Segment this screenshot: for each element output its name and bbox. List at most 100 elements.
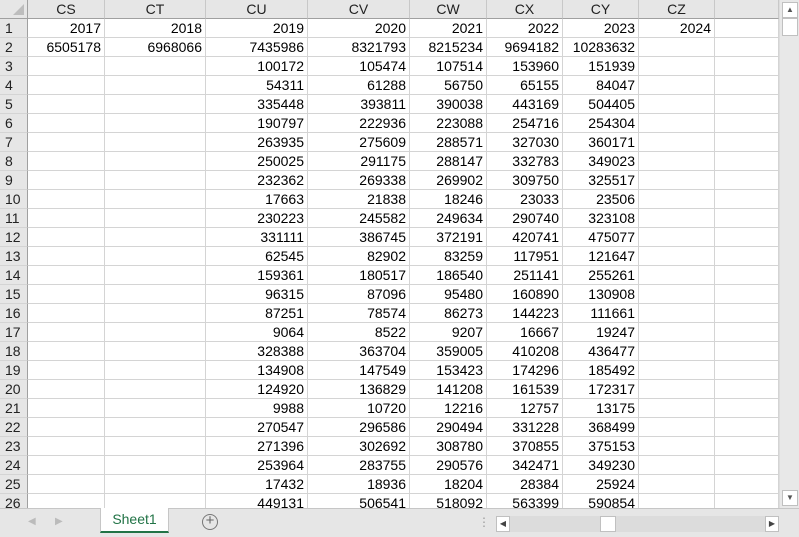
cell[interactable] <box>105 190 206 209</box>
cell[interactable]: 21838 <box>308 190 410 209</box>
cell[interactable] <box>28 114 105 133</box>
cell[interactable]: 105474 <box>308 57 410 76</box>
cell[interactable] <box>639 399 715 418</box>
cell[interactable]: 23506 <box>563 190 639 209</box>
cell[interactable]: 9207 <box>410 323 487 342</box>
cell[interactable]: 8522 <box>308 323 410 342</box>
cell[interactable] <box>715 266 779 285</box>
cell[interactable] <box>639 494 715 508</box>
cell[interactable] <box>639 190 715 209</box>
column-header-next[interactable] <box>715 0 779 19</box>
row-header[interactable]: 4 <box>0 76 28 95</box>
row-header[interactable]: 25 <box>0 475 28 494</box>
cell[interactable] <box>639 437 715 456</box>
splitter-handle-icon[interactable]: ⋮ <box>478 515 490 529</box>
cell[interactable]: 159361 <box>206 266 308 285</box>
cell[interactable]: 12757 <box>487 399 563 418</box>
cell[interactable]: 370855 <box>487 437 563 456</box>
scroll-down-icon[interactable]: ▼ <box>782 490 798 506</box>
cell[interactable]: 254716 <box>487 114 563 133</box>
cell[interactable]: 13175 <box>563 399 639 418</box>
cell[interactable]: 151939 <box>563 57 639 76</box>
cell[interactable]: 174296 <box>487 361 563 380</box>
row-header[interactable]: 5 <box>0 95 28 114</box>
cell[interactable] <box>715 285 779 304</box>
cell[interactable] <box>715 209 779 228</box>
cell[interactable]: 190797 <box>206 114 308 133</box>
cell[interactable]: 506541 <box>308 494 410 508</box>
cell[interactable]: 288571 <box>410 133 487 152</box>
cell[interactable]: 82902 <box>308 247 410 266</box>
cell[interactable]: 10283632 <box>563 38 639 57</box>
cell[interactable] <box>639 76 715 95</box>
cell[interactable] <box>105 152 206 171</box>
cell[interactable]: 84047 <box>563 76 639 95</box>
cell[interactable]: 390038 <box>410 95 487 114</box>
cell[interactable] <box>28 437 105 456</box>
cell[interactable] <box>28 76 105 95</box>
cell[interactable] <box>715 152 779 171</box>
cell[interactable]: 96315 <box>206 285 308 304</box>
cell[interactable]: 359005 <box>410 342 487 361</box>
cell[interactable] <box>715 456 779 475</box>
cell[interactable]: 332783 <box>487 152 563 171</box>
cell[interactable]: 283755 <box>308 456 410 475</box>
cell[interactable]: 153423 <box>410 361 487 380</box>
cell[interactable]: 117951 <box>487 247 563 266</box>
cell[interactable] <box>28 399 105 418</box>
cell[interactable]: 130908 <box>563 285 639 304</box>
cell[interactable] <box>28 190 105 209</box>
cell[interactable] <box>105 361 206 380</box>
cell[interactable] <box>28 494 105 508</box>
column-header-cz[interactable]: CZ <box>639 0 715 19</box>
cell[interactable]: 420741 <box>487 228 563 247</box>
cell[interactable]: 147549 <box>308 361 410 380</box>
cell[interactable]: 180517 <box>308 266 410 285</box>
row-header[interactable]: 17 <box>0 323 28 342</box>
cell[interactable] <box>105 133 206 152</box>
cell[interactable] <box>28 247 105 266</box>
row-header[interactable]: 10 <box>0 190 28 209</box>
row-header[interactable]: 2 <box>0 38 28 57</box>
cell[interactable]: 160890 <box>487 285 563 304</box>
cell[interactable] <box>105 266 206 285</box>
cell[interactable]: 269902 <box>410 171 487 190</box>
cell[interactable]: 86273 <box>410 304 487 323</box>
cell[interactable]: 290576 <box>410 456 487 475</box>
cell[interactable] <box>28 418 105 437</box>
cell[interactable]: 232362 <box>206 171 308 190</box>
cell[interactable]: 331228 <box>487 418 563 437</box>
cell[interactable]: 9064 <box>206 323 308 342</box>
cell[interactable] <box>715 494 779 508</box>
cell[interactable] <box>28 361 105 380</box>
row-header[interactable]: 22 <box>0 418 28 437</box>
cell[interactable] <box>639 361 715 380</box>
cell[interactable] <box>639 456 715 475</box>
cell[interactable] <box>28 228 105 247</box>
cell[interactable] <box>28 171 105 190</box>
cell[interactable] <box>715 418 779 437</box>
cell[interactable]: 107514 <box>410 57 487 76</box>
cell[interactable]: 19247 <box>563 323 639 342</box>
cell[interactable] <box>105 76 206 95</box>
plus-circle-icon[interactable]: + <box>202 513 218 530</box>
row-header[interactable]: 13 <box>0 247 28 266</box>
cell[interactable]: 186540 <box>410 266 487 285</box>
cell[interactable]: 100172 <box>206 57 308 76</box>
cell[interactable]: 28384 <box>487 475 563 494</box>
cell[interactable]: 360171 <box>563 133 639 152</box>
column-header-cx[interactable]: CX <box>487 0 563 19</box>
column-header-cu[interactable]: CU <box>206 0 308 19</box>
cell[interactable]: 8321793 <box>308 38 410 57</box>
cell[interactable]: 141208 <box>410 380 487 399</box>
cell[interactable]: 518092 <box>410 494 487 508</box>
horizontal-scroll-thumb[interactable] <box>600 516 616 532</box>
column-header-ct[interactable]: CT <box>105 0 206 19</box>
column-header-cy[interactable]: CY <box>563 0 639 19</box>
cell[interactable]: 61288 <box>308 76 410 95</box>
cell[interactable] <box>105 399 206 418</box>
cell[interactable]: 410208 <box>487 342 563 361</box>
cell[interactable] <box>639 418 715 437</box>
cell[interactable] <box>715 437 779 456</box>
cell[interactable]: 2019 <box>206 19 308 38</box>
